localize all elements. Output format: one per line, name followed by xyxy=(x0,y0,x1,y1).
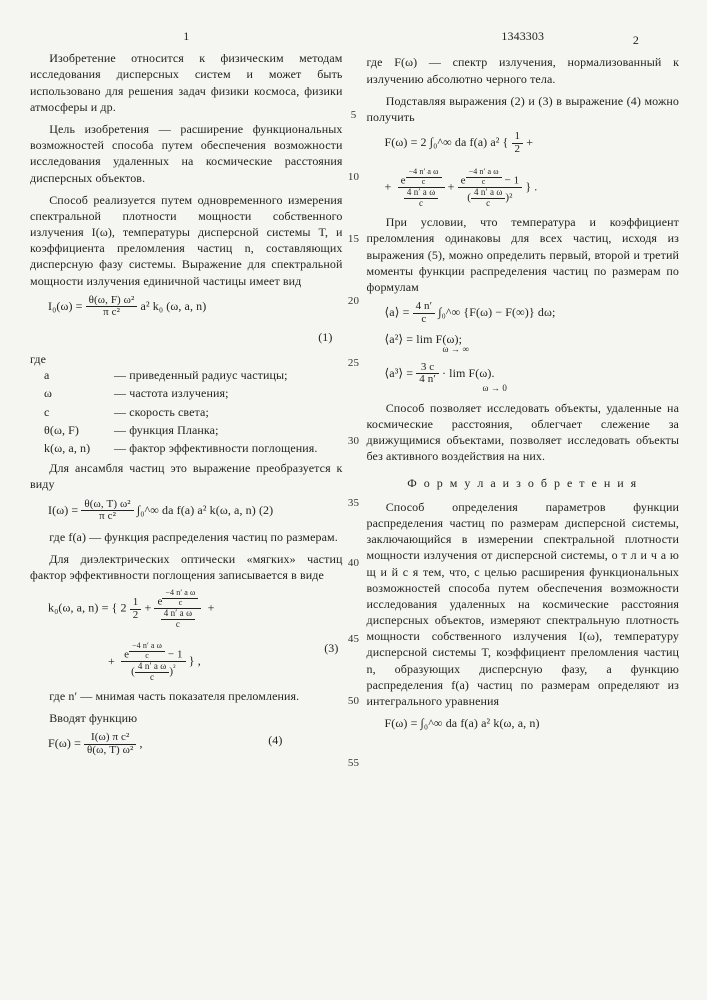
paragraph-capabilities: Способ позволяет исследовать объекты, уд… xyxy=(367,400,680,465)
paragraph-soft-particles: Для диэлектрических оптически «мягких» ч… xyxy=(30,551,343,583)
moment-1: ⟨a⟩ = 4 n′c ∫₀^∞ {F(ω) − F(∞)} dω; xyxy=(385,301,680,325)
line-number: 40 xyxy=(344,556,364,571)
paragraph-fa-def: где f(a) — функция распределения частиц … xyxy=(30,529,343,545)
paragraph-ensemble: Для ансамбля частиц это выражение преобр… xyxy=(30,460,343,492)
where-row: ω— частота излучения; xyxy=(30,385,343,401)
equation-4: F(ω) = I(ω) π c²θ(ω, T) ω² , (4) xyxy=(48,732,343,756)
equation-1-label: (1) xyxy=(318,330,332,344)
where-row: θ(ω, F)— функция Планка; xyxy=(30,422,343,438)
line-number: 5 xyxy=(344,108,364,123)
equation-5: F(ω) = 2 ∫₀^∞ da f(a) a² { 12 + + e−4 n′… xyxy=(385,131,680,208)
equation-3-label: (3) xyxy=(324,642,338,655)
paragraph-n-prime: где n′ — мнимая часть показателя преломл… xyxy=(30,688,343,704)
line-number: 25 xyxy=(344,356,364,371)
claim-equation: F(ω) = ∫₀^∞ da f(a) a² k(ω, a, n) xyxy=(385,715,680,731)
line-number: 45 xyxy=(344,632,364,647)
where-row: k(ω, a, n)— фактор эффективности поглоще… xyxy=(30,440,343,456)
where-symbol: ω xyxy=(30,385,114,401)
paragraph-intro: Изобретение относится к физическим метод… xyxy=(30,50,343,115)
where-description: — функция Планка; xyxy=(114,422,343,438)
where-list: где a— приведенный радиус частицы;ω— час… xyxy=(30,351,343,456)
line-number: 50 xyxy=(344,694,364,709)
where-description: — скорость света; xyxy=(114,404,343,420)
left-column-number: 1 xyxy=(30,28,343,44)
line-number: 35 xyxy=(344,496,364,511)
where-symbol: a xyxy=(30,367,114,383)
paragraph-goal: Цель изобретения — расширение функционал… xyxy=(30,121,343,186)
where-row: a— приведенный радиус частицы; xyxy=(30,367,343,383)
line-number: 15 xyxy=(344,232,364,247)
claim-text: Способ определения параметров функции ра… xyxy=(367,499,680,709)
where-description: — фактор эффективности поглощения. xyxy=(114,440,343,456)
equation-4-label: (4) xyxy=(268,732,282,748)
equation-1: I₀(ω) = θ(ω, F) ω²π c² a² k₀ (ω, a, n) (… xyxy=(48,295,343,345)
line-number: 20 xyxy=(344,294,364,309)
paragraph-substitute: Подставляя выражения (2) и (3) в выражен… xyxy=(367,93,680,125)
where-symbol: c xyxy=(30,404,114,420)
moment-3: ⟨a³⟩ = 3 c4 n′ · lim F(ω). ω → 0 xyxy=(385,362,680,394)
paragraph-method: Способ реализуется путем одновременного … xyxy=(30,192,343,289)
equation-2: I(ω) = θ(ω, T) ω²π c² ∫₀^∞ da f(a) a² k(… xyxy=(48,499,343,523)
line-number: 55 xyxy=(344,756,364,771)
moment-2: ⟨a²⟩ = lim F(ω); ω → ∞ xyxy=(385,331,680,355)
equation-3: k₀(ω, a, n) = { 2 12 + e−4 n′ a ωc 4 n′ … xyxy=(48,589,343,682)
claims-heading: Ф о р м у л а и з о б р е т е н и я xyxy=(367,475,680,491)
where-symbol: θ(ω, F) xyxy=(30,422,114,438)
where-row: c— скорость света; xyxy=(30,404,343,420)
where-symbol: k(ω, a, n) xyxy=(30,440,114,456)
paragraph-moments-intro: При условии, что температура и коэффицие… xyxy=(367,214,680,295)
where-description: — частота излучения; xyxy=(114,385,343,401)
line-number: 30 xyxy=(344,434,364,449)
line-number: 10 xyxy=(344,170,364,185)
paragraph-introduce-f: Вводят функцию xyxy=(30,710,343,726)
where-description: — приведенный радиус частицы; xyxy=(114,367,343,383)
patent-page: 5 10 15 20 25 30 35 40 45 50 55 1 Изобретение отно… xyxy=(0,0,707,1000)
paragraph-f-spectrum: где F(ω) — спектр излучения, нормализова… xyxy=(367,54,680,86)
